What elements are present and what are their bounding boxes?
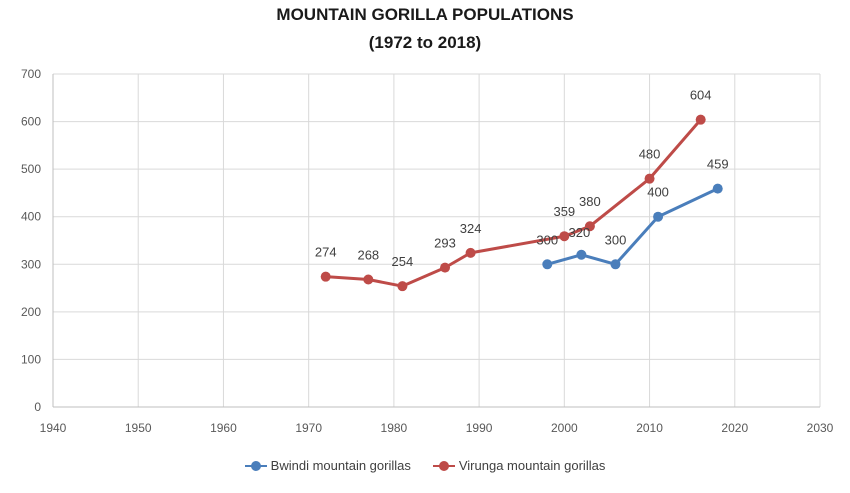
data-label: 300 <box>605 232 627 247</box>
data-label: 293 <box>434 236 456 251</box>
x-tick-label: 1950 <box>125 421 152 435</box>
chart-title: MOUNTAIN GORILLA POPULATIONS <box>276 5 574 24</box>
y-tick-label: 600 <box>21 115 41 129</box>
gridlines <box>52 73 821 408</box>
y-tick-label: 200 <box>21 305 41 319</box>
data-point-marker[interactable] <box>610 259 621 270</box>
data-label: 320 <box>569 225 591 240</box>
legend-label: Virunga mountain gorillas <box>458 458 606 473</box>
x-tick-label: 1970 <box>295 421 322 435</box>
data-point-marker[interactable] <box>712 183 723 194</box>
legend-item-bwindi[interactable]: Bwindi mountain gorillas <box>244 458 411 473</box>
y-tick-label: 400 <box>21 210 41 224</box>
data-label: 459 <box>707 157 729 172</box>
legend-item-virunga[interactable]: Virunga mountain gorillas <box>432 458 606 473</box>
x-tick-label: 2010 <box>636 421 663 435</box>
data-point-marker[interactable] <box>653 211 664 222</box>
data-point-marker[interactable] <box>644 173 655 184</box>
data-label: 268 <box>357 248 379 263</box>
data-point-marker[interactable] <box>559 231 570 242</box>
series-line <box>325 118 702 288</box>
data-point-marker[interactable] <box>397 281 408 292</box>
data-point-marker[interactable] <box>576 249 587 260</box>
legend-marker-icon <box>432 460 455 471</box>
y-tick-label: 500 <box>21 162 41 176</box>
data-label: 380 <box>579 194 601 209</box>
data-point-marker[interactable] <box>320 271 331 282</box>
legend-marker-icon <box>244 460 267 471</box>
x-tick-label: 1940 <box>40 421 67 435</box>
legend-label: Bwindi mountain gorillas <box>270 458 411 473</box>
x-tick-label: 1960 <box>210 421 237 435</box>
x-tick-label: 1980 <box>381 421 408 435</box>
data-labels: 300 320 300 400 459 274 268 254 293 324 359 380 480 6… <box>315 88 729 270</box>
chart-subtitle: (1972 to 2018) <box>368 33 482 52</box>
x-tick-label: 2020 <box>721 421 748 435</box>
axes: 0 100 200 300 400 500 600 700 1940 1950 1960 1970 19… <box>21 67 834 435</box>
data-label: 274 <box>315 245 337 260</box>
x-tick-label: 2000 <box>551 421 578 435</box>
y-tick-label: 300 <box>21 257 41 271</box>
data-label: 324 <box>460 221 482 236</box>
y-tick-label: 700 <box>21 67 41 81</box>
data-label: 604 <box>690 88 712 103</box>
data-label: 400 <box>647 185 669 200</box>
data-label: 254 <box>392 254 414 269</box>
data-label: 300 <box>536 232 558 247</box>
data-point-marker[interactable] <box>542 259 553 270</box>
series-lines <box>320 114 723 292</box>
data-point-marker[interactable] <box>695 114 706 125</box>
legend: Bwindi mountain gorillas Virunga mountai… <box>0 458 850 473</box>
data-label: 480 <box>639 147 661 162</box>
x-tick-label: 1990 <box>466 421 493 435</box>
data-point-marker[interactable] <box>363 274 374 285</box>
y-tick-label: 100 <box>21 352 41 366</box>
x-tick-label: 2030 <box>807 421 834 435</box>
data-label: 359 <box>553 204 575 219</box>
data-point-marker[interactable] <box>584 221 595 232</box>
data-point-marker[interactable] <box>440 262 451 273</box>
data-point-marker[interactable] <box>465 247 476 258</box>
y-tick-label: 0 <box>34 400 41 414</box>
